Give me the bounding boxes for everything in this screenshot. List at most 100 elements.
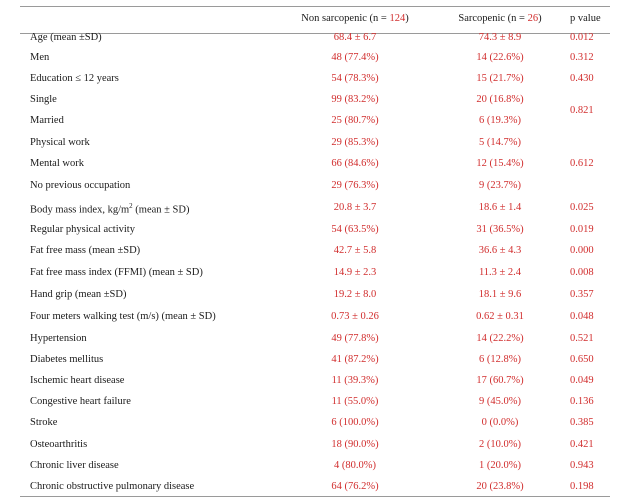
p-value: 0.000 — [570, 245, 594, 256]
non-sarcopenic-value: 20.8 ± 3.7 — [333, 202, 377, 213]
table-row: Four meters walking test (m/s) (mean ± S… — [20, 311, 610, 331]
row-label: Married — [30, 115, 64, 126]
non-sarcopenic-value: 11 (55.0%) — [331, 396, 379, 407]
p-value: 0.048 — [570, 311, 594, 322]
sarcopenic-value: 6 (19.3%) — [479, 115, 521, 126]
non-sarcopenic-value: 19.2 ± 8.0 — [333, 289, 377, 300]
sarcopenic-value: 9 (45.0%) — [479, 396, 521, 407]
sarcopenic-value: 14 (22.2%) — [476, 333, 524, 344]
table-row: No previous occupation 29 (76.3%) 9 (23.7%… — [20, 180, 610, 200]
p-value: 0.385 — [570, 417, 594, 428]
p-value: 0.136 — [570, 396, 594, 407]
row-label: Single — [30, 94, 57, 105]
non-sarcopenic-value: 6 (100.0%) — [331, 417, 379, 428]
p-value: 0.312 — [570, 52, 594, 63]
sarcopenic-value: 17 (60.7%) — [476, 375, 524, 386]
table-row: Regular physical activity 54 (63.5%) 31 (3… — [20, 224, 610, 244]
row-label: Men — [30, 52, 50, 63]
non-sarcopenic-value: 0.73 ± 0.26 — [331, 311, 379, 322]
row-label: No previous occupation — [30, 180, 131, 191]
row-label: Congestive heart failure — [30, 396, 131, 407]
non-sarcopenic-value: 4 (80.0%) — [334, 460, 376, 471]
row-label: Fat free mass (mean ±SD) — [30, 245, 141, 256]
p-value: 0.198 — [570, 481, 594, 492]
non-sarcopenic-value: 14.9 ± 2.3 — [333, 267, 377, 278]
p-value: 0.049 — [570, 375, 594, 386]
row-label: Hand grip (mean ±SD) — [30, 289, 127, 300]
non-sarcopenic-value: 25 (80.7%) — [331, 115, 379, 126]
row-label: Four meters walking test (m/s) (mean ± S… — [30, 311, 216, 322]
header-rule — [20, 33, 610, 34]
non-sarcopenic-value: 18 (90.0%) — [331, 439, 379, 450]
sarcopenic-value: 31 (36.5%) — [476, 224, 524, 235]
sarcopenic-value: 11.3 ± 2.4 — [478, 267, 522, 278]
non-sarcopenic-value: 54 (63.5%) — [331, 224, 379, 235]
p-value: 0.521 — [570, 333, 594, 344]
row-label: Body mass index, kg/m2 (mean ± SD) — [30, 202, 190, 216]
table-row: Body mass index, kg/m2 (mean ± SD) 20.8 ±… — [20, 202, 610, 222]
table-row: Osteoarthritis 18 (90.0%) 2 (10.0%) 0.421 — [20, 439, 610, 459]
table-row: Stroke 6 (100.0%) 0 (0.0%) 0.385 — [20, 417, 610, 437]
top-rule — [20, 6, 610, 7]
table-row: Education ≤ 12 years 54 (78.3%) 15 (21.7%)… — [20, 73, 610, 93]
sarcopenic-value: 0 (0.0%) — [481, 417, 519, 428]
table-row: Hypertension 49 (77.8%) 14 (22.2%) 0.521 — [20, 333, 610, 353]
p-value: 0.943 — [570, 460, 594, 471]
non-sarcopenic-value: 99 (83.2%) — [331, 94, 379, 105]
non-sarcopenic-value: 68.4 ± 6.7 — [333, 32, 377, 43]
non-sarcopenic-value: 54 (78.3%) — [331, 73, 379, 84]
sarcopenic-value: 14 (22.6%) — [476, 52, 524, 63]
sarcopenic-value: 20 (23.8%) — [476, 481, 524, 492]
row-label: Diabetes mellitus — [30, 354, 104, 365]
table-row: Diabetes mellitus 41 (87.2%) 6 (12.8%) 0.65… — [20, 354, 610, 374]
sarcopenic-value: 18.6 ± 1.4 — [478, 202, 522, 213]
p-value: 0.008 — [570, 267, 594, 278]
row-label: Fat free mass index (FFMI) (mean ± SD) — [30, 267, 203, 278]
header-sarcopenic: Sarcopenic (n = 26) — [458, 13, 542, 24]
marital-status-p-value-row: 0.821 — [20, 105, 610, 125]
p-value: 0.650 — [570, 354, 594, 365]
sarcopenic-value: 36.6 ± 4.3 — [478, 245, 522, 256]
p-value: 0.612 — [570, 158, 594, 169]
sarcopenic-value: 6 (12.8%) — [479, 354, 521, 365]
non-sarcopenic-value: 42.7 ± 5.8 — [333, 245, 377, 256]
p-value: 0.357 — [570, 289, 594, 300]
non-sarcopenic-value: 64 (76.2%) — [331, 481, 379, 492]
table-row: Hand grip (mean ±SD) 19.2 ± 8.0 18.1 ± 9.6… — [20, 289, 610, 309]
table-row: Fat free mass index (FFMI) (mean ± SD) 14… — [20, 267, 610, 287]
table-row: Ischemic heart disease 11 (39.3%) 17 (60.7… — [20, 375, 610, 395]
table-row: Mental work 66 (84.6%) 12 (15.4%) 0.612 — [20, 158, 610, 178]
table-row: Chronic liver disease 4 (80.0%) 1 (20.0%) 0… — [20, 460, 610, 480]
p-value: 0.821 — [570, 105, 594, 116]
sarcopenic-value: 15 (21.7%) — [476, 73, 524, 84]
row-label: Chronic liver disease — [30, 460, 119, 471]
row-label: Stroke — [30, 417, 58, 428]
non-sarcopenic-value: 66 (84.6%) — [331, 158, 379, 169]
p-value: 0.430 — [570, 73, 594, 84]
row-label: Physical work — [30, 137, 90, 148]
table-row: Age (mean ±SD) 68.4 ± 6.7 74.3 ± 8.9 0.012 — [20, 32, 610, 52]
row-label: Regular physical activity — [30, 224, 135, 235]
row-label: Age (mean ±SD) — [30, 32, 102, 43]
row-label: Chronic obstructive pulmonary disease — [30, 481, 195, 492]
sarcopenic-value: 9 (23.7%) — [479, 180, 521, 191]
table-row: Married 25 (80.7%) 6 (19.3%) — [20, 115, 610, 135]
non-sarcopenic-value: 49 (77.8%) — [331, 333, 379, 344]
p-value: 0.012 — [570, 32, 594, 43]
table-row: Men 48 (77.4%) 14 (22.6%) 0.312 — [20, 52, 610, 72]
header-non-sarcopenic: Non sarcopenic (n = 124) — [301, 13, 409, 24]
table-row: Fat free mass (mean ±SD) 42.7 ± 5.8 36.6 ±… — [20, 245, 610, 265]
non-sarcopenic-value: 48 (77.4%) — [331, 52, 379, 63]
table-row: Chronic obstructive pulmonary disease 64 … — [20, 481, 610, 501]
p-value: 0.421 — [570, 439, 594, 450]
table-row: Physical work 29 (85.3%) 5 (14.7%) — [20, 137, 610, 157]
non-sarcopenic-value: 41 (87.2%) — [331, 354, 379, 365]
row-label: Mental work — [30, 158, 84, 169]
sarcopenic-value: 5 (14.7%) — [479, 137, 521, 148]
non-sarcopenic-value: 29 (76.3%) — [331, 180, 379, 191]
sarcopenic-value: 2 (10.0%) — [479, 439, 521, 450]
sarcopenic-value: 18.1 ± 9.6 — [478, 289, 522, 300]
sarcopenic-value: 1 (20.0%) — [479, 460, 521, 471]
table-row: Single 99 (83.2%) 20 (16.8%) — [20, 94, 610, 114]
sarcopenic-value: 0.62 ± 0.31 — [476, 311, 524, 322]
